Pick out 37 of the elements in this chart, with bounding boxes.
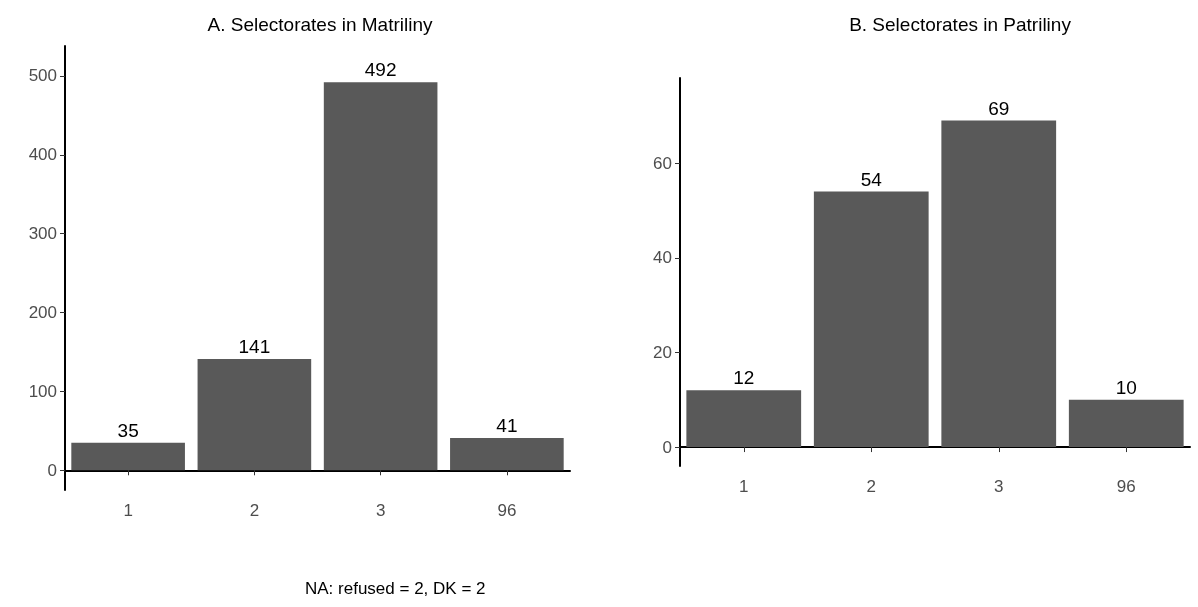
bar xyxy=(71,442,185,471)
bar xyxy=(323,82,438,471)
y-tick-label: 500 xyxy=(28,66,57,86)
bar xyxy=(450,437,564,471)
data-label: 141 xyxy=(238,336,271,358)
y-tick-label: 400 xyxy=(28,145,57,165)
data-label: 12 xyxy=(733,367,755,389)
x-tick-label: 1 xyxy=(123,501,133,520)
x-tick-label: 2 xyxy=(249,501,260,520)
data-label: 492 xyxy=(364,59,397,81)
bar xyxy=(813,191,929,448)
data-label: 54 xyxy=(860,168,883,190)
x-tick-label: 1 xyxy=(739,477,749,496)
y-tick-label: 60 xyxy=(653,153,672,173)
bar xyxy=(941,120,1057,448)
y-tick-label: 40 xyxy=(653,248,672,268)
bar xyxy=(686,390,802,448)
x-tick-label: 3 xyxy=(375,501,386,520)
y-tick-label: 0 xyxy=(47,460,57,480)
x-tick-label: 96 xyxy=(1116,477,1136,496)
bar xyxy=(1068,399,1184,448)
chart-title: A. Selectorates in Matriliny xyxy=(207,14,433,35)
chart-title: B. Selectorates in Patriliny xyxy=(849,14,1072,35)
x-tick-label: 3 xyxy=(994,477,1004,496)
data-label: 10 xyxy=(1115,376,1137,398)
data-label: 35 xyxy=(117,419,139,441)
y-tick-label: 20 xyxy=(653,342,672,362)
x-tick-label: 2 xyxy=(866,477,876,496)
bar xyxy=(197,359,312,471)
data-label: 69 xyxy=(988,97,1010,119)
y-tick-label: 300 xyxy=(28,224,57,244)
text: NA: refused = 2, DK = 2 xyxy=(305,579,486,598)
y-tick-label: 0 xyxy=(662,437,672,457)
y-tick-label: 200 xyxy=(28,303,57,323)
x-tick-label: 96 xyxy=(497,501,517,520)
y-tick-label: 100 xyxy=(28,381,57,401)
data-label: 41 xyxy=(496,414,518,436)
